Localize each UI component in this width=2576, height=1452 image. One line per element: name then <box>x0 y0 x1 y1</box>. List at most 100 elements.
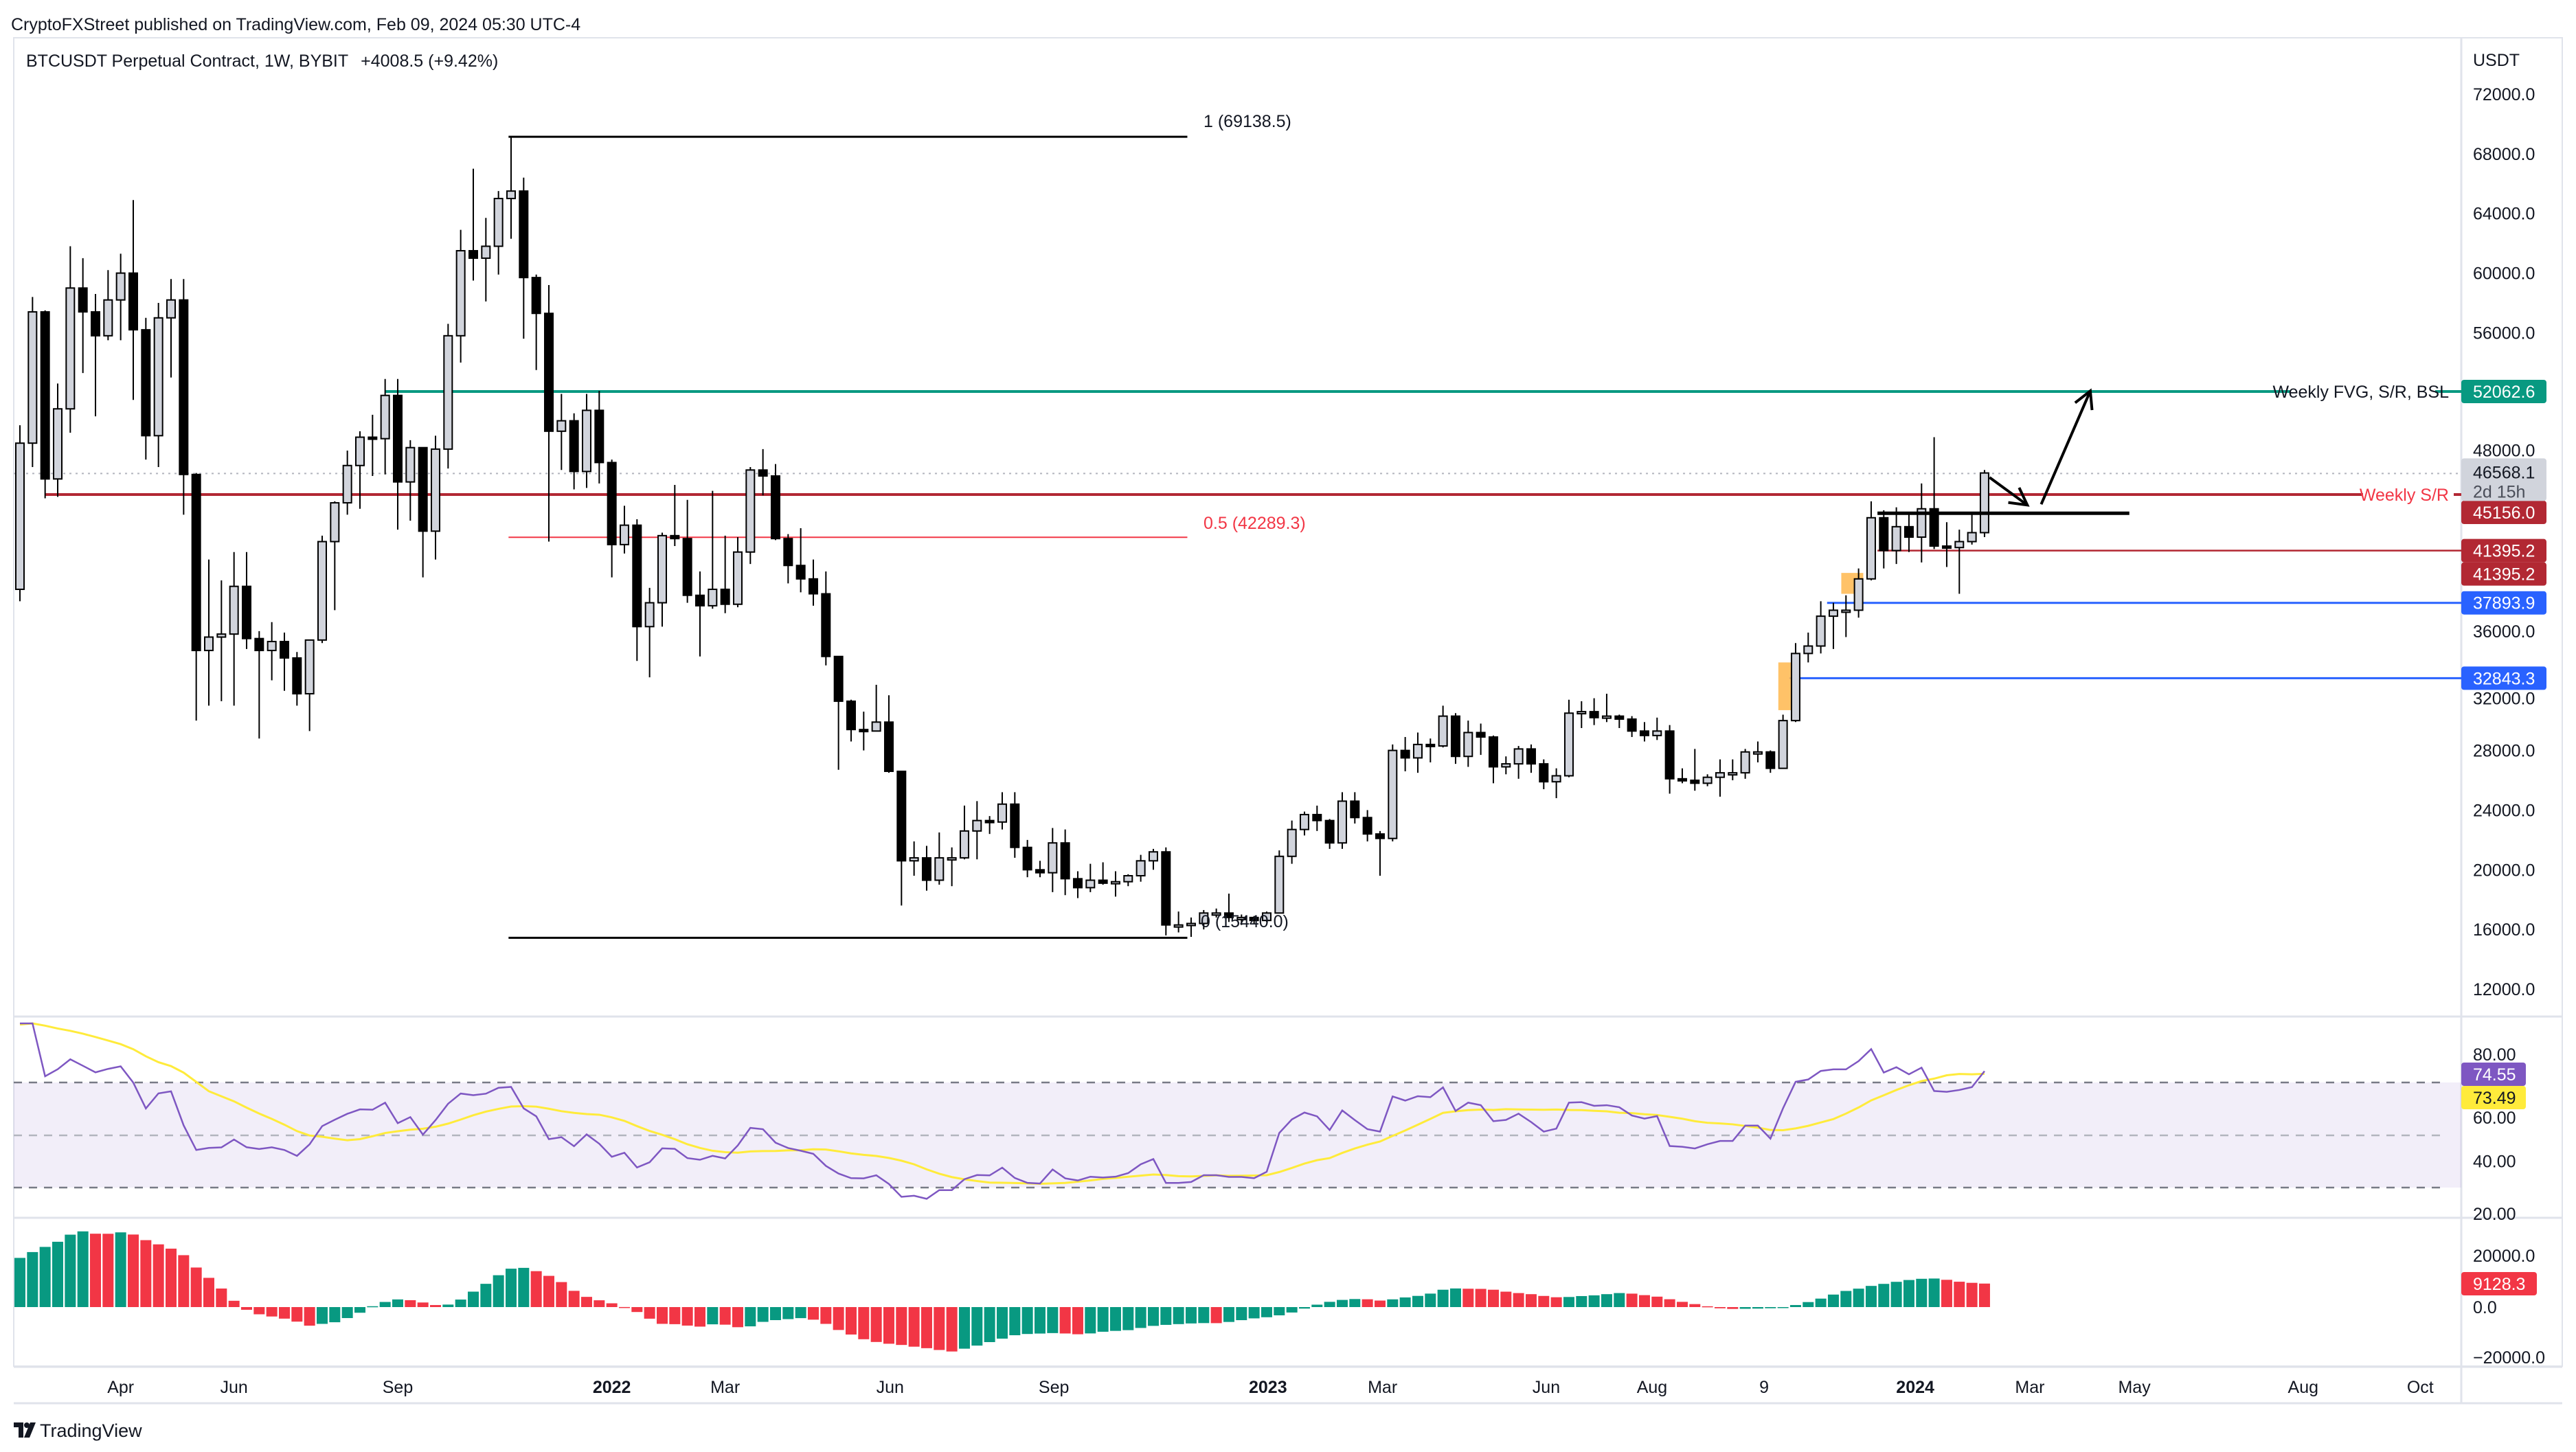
candle-bullish <box>1715 772 1725 778</box>
price-tick-label: 16000.0 <box>2473 920 2535 940</box>
candle-bullish <box>1287 828 1297 857</box>
oscillator-bar <box>152 1244 164 1307</box>
oscillator-bar <box>165 1248 177 1307</box>
candle-bearish <box>468 250 478 259</box>
oscillator-bar <box>920 1307 932 1348</box>
candle-bullish <box>1501 763 1511 768</box>
candle-bullish <box>732 551 743 605</box>
oscillator-bar <box>908 1307 920 1347</box>
oscillator-bar <box>1399 1297 1411 1307</box>
candle-bearish <box>1677 778 1687 782</box>
oscillator-bar <box>1827 1294 1839 1307</box>
fvg-badge-text: 52062.6 <box>2473 383 2535 402</box>
candle-bearish <box>279 641 289 659</box>
candle-bullish <box>657 534 667 604</box>
oscillator-bar <box>1009 1307 1021 1335</box>
candle-bearish <box>1476 731 1486 738</box>
candle-bullish <box>317 541 327 641</box>
candle-bullish <box>644 602 655 628</box>
osc-badge-text: 9128.3 <box>2473 1275 2525 1294</box>
oscillator-bar <box>1349 1299 1361 1307</box>
countdown-text: 2d 15h <box>2473 482 2525 501</box>
oscillator-bar <box>278 1307 290 1319</box>
oscillator-bar <box>1500 1291 1512 1307</box>
time-label: Mar <box>2015 1378 2044 1397</box>
oscillator-bar <box>1576 1295 1588 1307</box>
oscillator-bar <box>971 1307 983 1346</box>
candle-bullish <box>1173 924 1184 928</box>
time-axis[interactable]: Apr Jun Sep 2022 Mar Jun Sep 2023 Mar Jun Aug 9 2024… <box>107 1378 2434 1397</box>
oscillator-bar <box>316 1307 328 1324</box>
oscillator-bar <box>1425 1293 1436 1307</box>
oscillator-bar <box>291 1307 303 1322</box>
candle-bullish <box>1337 800 1347 844</box>
candle-bearish <box>1903 525 1914 538</box>
oscillator-bar <box>1173 1307 1184 1324</box>
oscillator-bar <box>1274 1307 1285 1316</box>
candle-bearish <box>1223 912 1234 918</box>
candle-bearish <box>418 446 428 532</box>
oscillator-bar <box>1563 1297 1574 1307</box>
oscillator-bar <box>240 1307 252 1310</box>
oscillator-bar <box>1601 1294 1612 1307</box>
last-price-badge-text: 46568.1 <box>2473 463 2535 482</box>
price-axis[interactable]: USDT 72000.0 68000.0 64000.0 60000.0 56000.0… <box>2473 51 2545 1368</box>
oscillator-bar <box>745 1307 756 1327</box>
candle-bullish <box>708 589 718 606</box>
candle-bullish <box>153 317 163 437</box>
candle-bearish <box>1488 736 1498 768</box>
price-tick-label: 68000.0 <box>2473 145 2535 164</box>
candle-bullish <box>1967 532 1977 543</box>
candle-bearish <box>1060 842 1070 880</box>
candle-bearish <box>921 857 931 881</box>
candle-bearish <box>241 585 251 639</box>
candle-bearish <box>569 420 579 473</box>
candle-bullish <box>972 819 982 832</box>
candle-bullish <box>506 190 516 200</box>
candle-bullish <box>203 636 214 652</box>
oscillator-bar <box>681 1307 693 1326</box>
oscillator-bar <box>1059 1307 1071 1334</box>
candle-bullish <box>1513 748 1524 765</box>
candle-bullish <box>1853 578 1864 611</box>
oscillator-bar <box>77 1231 89 1307</box>
oscillator-bar <box>1047 1307 1059 1333</box>
candle-bearish <box>1539 763 1549 783</box>
oscillator-bar <box>707 1307 719 1325</box>
candle-bullish <box>1816 615 1826 647</box>
oscillator-bar <box>1449 1288 1461 1307</box>
price-tick-label: 12000.0 <box>2473 980 2535 999</box>
candle-bullish <box>455 250 466 337</box>
indicators <box>14 1022 1990 1352</box>
candle-bullish <box>1803 645 1814 655</box>
candle-bearish <box>984 819 995 824</box>
oscillator-bar <box>1336 1300 1348 1307</box>
candle-bearish <box>78 287 88 313</box>
time-label: Jun <box>877 1378 904 1397</box>
oscillator-bar <box>1941 1280 1952 1307</box>
candles <box>15 137 1989 938</box>
price-tick-label: 32000.0 <box>2473 689 2535 708</box>
candle-bullish <box>1702 776 1713 784</box>
oscillator-bar <box>203 1278 214 1307</box>
candle-bullish <box>1577 711 1587 715</box>
oscillator-bar <box>1789 1305 1801 1307</box>
time-label: Mar <box>1368 1378 1397 1397</box>
candle-bearish <box>883 721 894 772</box>
oscillator-bar <box>958 1307 970 1349</box>
oscillator-bar <box>1865 1286 1877 1307</box>
oscillator-bar <box>1185 1307 1197 1324</box>
level-a-badge-text: 41395.2 <box>2473 542 2535 561</box>
time-label: Oct <box>2407 1378 2434 1397</box>
blue-2-badge <box>2461 666 2546 690</box>
candle-bearish <box>594 409 605 464</box>
time-label: Sep <box>1039 1378 1069 1397</box>
candle-bearish <box>1362 817 1372 835</box>
oscillator-bar <box>1374 1300 1386 1307</box>
candle-bullish <box>1828 609 1838 617</box>
oscillator-bar <box>1034 1307 1046 1334</box>
oscillator-bar <box>694 1307 705 1327</box>
oscillator-bar <box>518 1267 530 1307</box>
candle-bullish <box>1211 912 1221 916</box>
